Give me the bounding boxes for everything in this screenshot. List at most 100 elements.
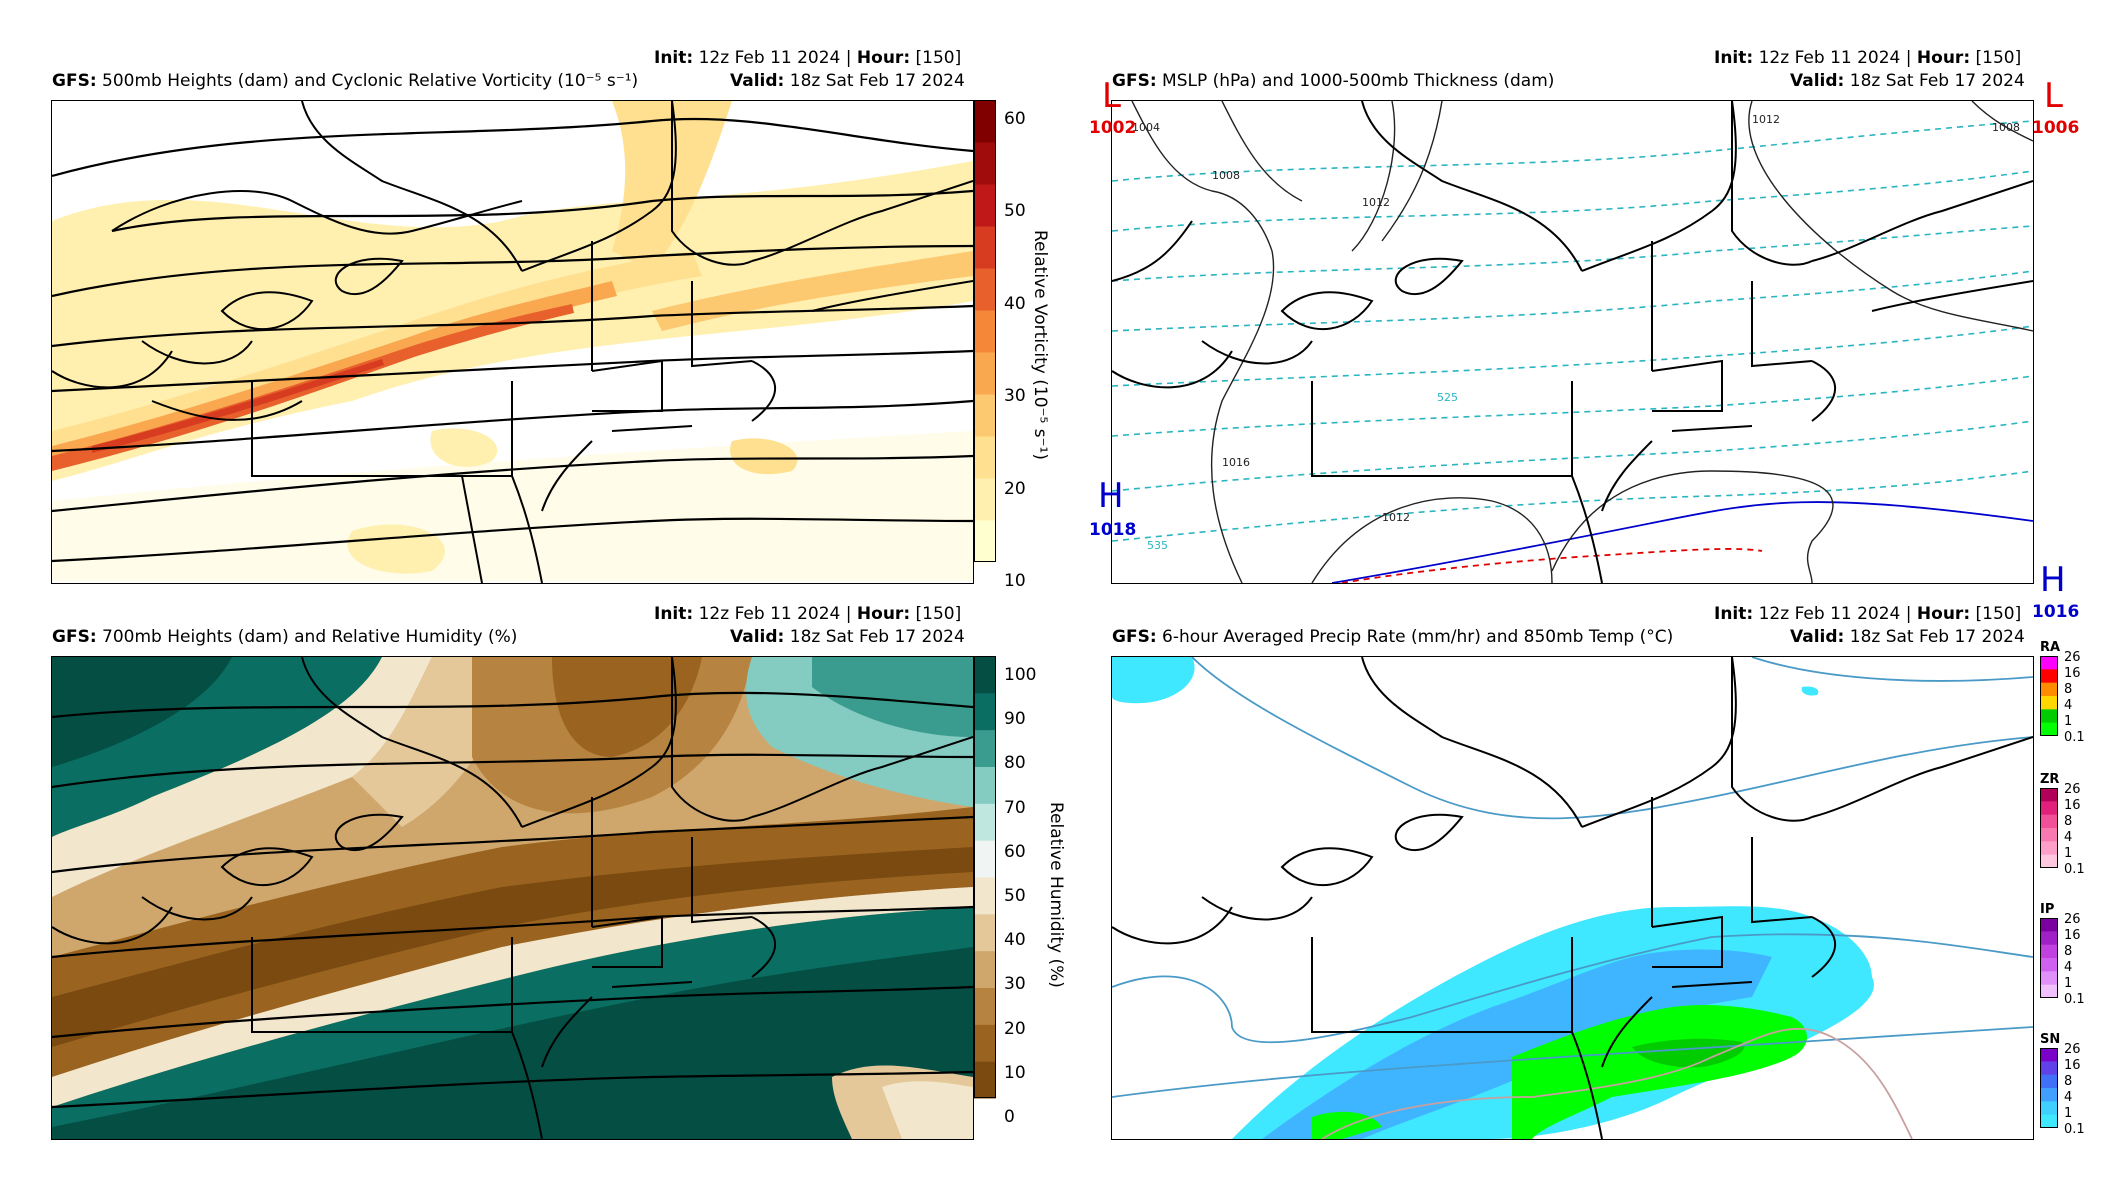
precip-legend-segment — [2040, 1061, 2058, 1076]
high-pressure-center: H — [1098, 476, 1124, 516]
colorbar-tick-label: 20 — [1004, 1018, 1026, 1039]
low-pressure-center: L — [1102, 76, 1121, 116]
colorbar-segment — [974, 142, 996, 185]
colorbar-tick-label: 80 — [1004, 753, 1026, 774]
mslp-map: 1004 1008 1012 1016 1012 1012 1008 525 5… — [1111, 100, 2034, 584]
precip-legend-tick: 26 — [2064, 912, 2081, 927]
precip-legend-tick: 8 — [2064, 814, 2073, 829]
humidity-map — [51, 656, 974, 1140]
precip-legend-segment — [2040, 1101, 2058, 1116]
isobars — [1131, 101, 2033, 583]
colorbar-segment — [974, 226, 996, 269]
colorbar-segment — [974, 877, 996, 915]
colorbar-segment — [974, 987, 996, 1025]
colorbar-segment — [974, 1061, 996, 1099]
colorbar-segment — [974, 352, 996, 395]
precip-legend-segment — [2040, 841, 2058, 856]
map-borders — [1112, 657, 2033, 1139]
colorbar-tick-label: 60 — [1004, 841, 1026, 862]
colorbar-segment — [974, 950, 996, 988]
contour-labels: 1004 1008 1012 1016 1012 1012 1008 525 5… — [1132, 113, 2020, 552]
precip-legend-segment — [2040, 722, 2058, 736]
precip-legend-segment — [2040, 854, 2058, 868]
colorbar-tick-label: 60 — [1004, 109, 1026, 129]
precip-legend-tick: 0.1 — [2064, 1122, 2085, 1137]
precip-legend-tick: 1 — [2064, 976, 2073, 991]
precip-legend-title: SN — [2040, 1032, 2061, 1047]
vorticity-map — [51, 100, 974, 584]
colorbar-segment — [974, 840, 996, 878]
valid-line: Valid: 18z Sat Feb 17 2024 — [1790, 627, 2025, 647]
precip-legend-title: IP — [2040, 902, 2055, 917]
map-borders — [52, 657, 973, 1139]
precip-legend-tick: 4 — [2064, 960, 2073, 975]
init-line: Init: 12z Feb 11 2024 | Hour: [150] — [654, 604, 962, 624]
thickness-540-line — [1331, 501, 2033, 583]
contour-label: 1008 — [1992, 121, 2020, 134]
precip-legend-segment — [2040, 1074, 2058, 1089]
precip-legend-title: RA — [2040, 640, 2061, 655]
precip-legend-tick: 8 — [2064, 682, 2073, 697]
low-pressure-value: 1002 — [1089, 118, 1137, 138]
precip-legend-tick: 16 — [2064, 1058, 2081, 1073]
precip-legend-bar — [2040, 656, 2058, 736]
humidity-colorbar-label: Relative Humidity (%) — [1046, 802, 1066, 988]
temp-zero-line — [1321, 1027, 1913, 1139]
precip-legend-segment — [2040, 828, 2058, 842]
colorbar-segment — [974, 1024, 996, 1062]
precip-legend-segment — [2040, 944, 2058, 959]
precip-legend-segment — [2040, 1048, 2058, 1062]
colorbar-segment — [974, 394, 996, 437]
init-line: Init: 12z Feb 11 2024 | Hour: [150] — [1714, 48, 2022, 68]
precip-legend-tick: 16 — [2064, 666, 2081, 681]
precip-legend-tick: 0.1 — [2064, 992, 2085, 1007]
colorbar-segment — [974, 100, 996, 143]
colorbar-border — [974, 656, 996, 1098]
colorbar-segment — [974, 656, 996, 694]
precip-legend-segment — [2040, 682, 2058, 697]
precip-legend-segment — [2040, 788, 2058, 802]
colorbar-tick-label: 40 — [1004, 293, 1026, 314]
precip-legend-segment — [2040, 669, 2058, 684]
precip-legend-tick: 0.1 — [2064, 862, 2085, 877]
high-pressure-value: 1016 — [2032, 602, 2080, 622]
precip-legend-tick: 26 — [2064, 650, 2081, 665]
precip-legend-tick: 26 — [2064, 782, 2081, 797]
colorbar-tick-label: 100 — [1004, 665, 1037, 685]
colorbar-tick-label: 0 — [1004, 1107, 1015, 1127]
precip-legend-segment — [2040, 814, 2058, 829]
precip-legend-tick: 0.1 — [2064, 730, 2085, 745]
valid-line: Valid: 18z Sat Feb 17 2024 — [1790, 71, 2025, 91]
init-line: Init: 12z Feb 11 2024 | Hour: [150] — [1714, 604, 2022, 624]
colorbar-tick-label: 30 — [1004, 974, 1026, 995]
precip-legend-title: ZR — [2040, 772, 2060, 787]
thickness-546-line — [1341, 548, 1763, 583]
colorbar-tick-label: 50 — [1004, 201, 1026, 222]
precip-legend-tick: 4 — [2064, 830, 2073, 845]
colorbar-segment — [974, 520, 996, 563]
temp-contours — [1112, 657, 2033, 1098]
precip-legend-segment — [2040, 696, 2058, 710]
precip-legend-segment — [2040, 971, 2058, 986]
precip-legend-tick: 1 — [2064, 846, 2073, 861]
precip-legend-tick: 4 — [2064, 1090, 2073, 1105]
colorbar-segment — [974, 268, 996, 311]
valid-line: Valid: 18z Sat Feb 17 2024 — [730, 627, 965, 647]
colorbar-segment — [974, 766, 996, 804]
low-pressure-center: L — [2044, 76, 2063, 116]
contour-label: 1012 — [1752, 113, 1780, 126]
contour-label: 525 — [1437, 391, 1458, 404]
panel-title: GFS: 500mb Heights (dam) and Cyclonic Re… — [52, 71, 639, 91]
colorbar-segment — [974, 184, 996, 227]
vorticity-colorbar — [974, 100, 996, 582]
colorbar-tick-label: 40 — [1004, 930, 1026, 951]
colorbar-tick-label: 20 — [1004, 478, 1026, 499]
colorbar-segment — [974, 478, 996, 521]
init-line: Init: 12z Feb 11 2024 | Hour: [150] — [654, 48, 962, 68]
contour-label: 1012 — [1362, 196, 1390, 209]
precip-legend-segment — [2040, 918, 2058, 932]
map-borders — [1112, 101, 2033, 583]
precip-legend-tick: 8 — [2064, 1074, 2073, 1089]
colorbar-segment — [974, 436, 996, 479]
height-contours — [52, 691, 973, 1109]
